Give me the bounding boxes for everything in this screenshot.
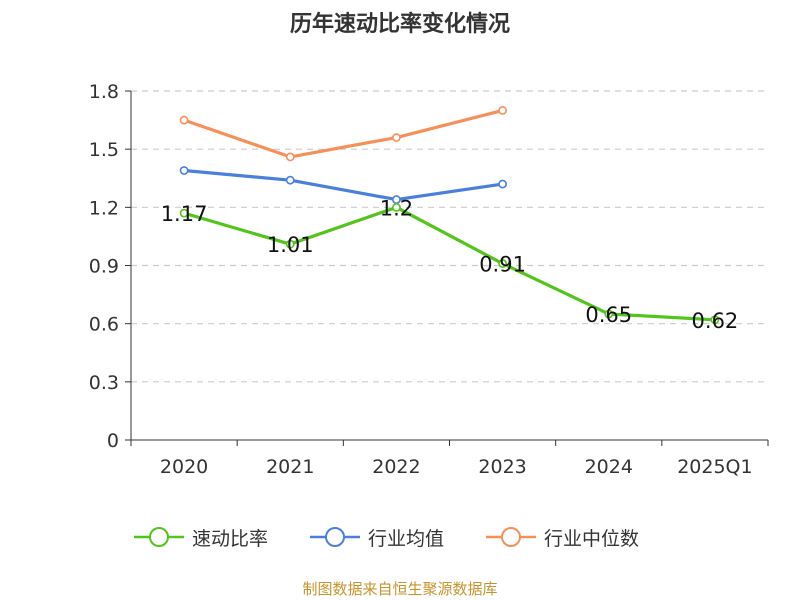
data-point: [498, 105, 507, 115]
legend-label: 行业均值: [368, 527, 445, 550]
data-point: [179, 208, 189, 218]
data-label: 0.91: [479, 253, 526, 277]
series-line: [183, 168, 503, 202]
data-point: [498, 179, 507, 189]
x-tick-label: 2024: [585, 456, 633, 478]
data-label: 1.2: [380, 196, 413, 220]
legend-circle: [501, 527, 521, 547]
legend-circle: [325, 527, 345, 547]
data-point: [179, 115, 189, 125]
data-point: [392, 202, 401, 212]
legend-marker-icon: [310, 527, 360, 547]
data-point: [285, 152, 295, 162]
y-tick-label: 0.3: [89, 372, 119, 394]
data-point: [392, 133, 401, 142]
series-line: [183, 108, 503, 159]
data-point: [498, 259, 507, 268]
legend-label: 行业中位数: [544, 527, 640, 550]
legend-marker-icon: [486, 527, 536, 547]
legend-marker-icon: [134, 527, 184, 547]
y-tick-label: 0.6: [89, 314, 119, 336]
data-label: 0.62: [692, 309, 739, 333]
data-point: [179, 166, 189, 175]
data-label: 1.17: [161, 202, 208, 226]
legend-item[interactable]: 速动比率: [134, 519, 268, 555]
x-tick-label: 2022: [372, 456, 420, 478]
data-point: [285, 175, 295, 185]
y-tick-label: 1.8: [89, 81, 119, 103]
data-label: 0.65: [585, 303, 632, 327]
series-line: [183, 205, 716, 322]
legend-label: 速动比率: [192, 527, 269, 550]
x-tick-label: 2023: [478, 456, 526, 478]
source-note: 制图数据来自恒生聚源数据库: [302, 580, 498, 598]
data-point: [710, 315, 720, 325]
y-tick-label: 0.9: [89, 256, 119, 278]
data-label: 1.01: [267, 233, 314, 257]
y-tick-label: 0: [107, 430, 119, 452]
legend-item[interactable]: 行业均值: [310, 519, 444, 555]
x-tick-label: 2020: [160, 456, 208, 478]
y-tick-label: 1.5: [89, 139, 119, 161]
data-point: [285, 239, 295, 249]
data-point: [604, 309, 614, 319]
x-tick-label: 2021: [266, 456, 314, 478]
legend: 速动比率 行业均值 行业中位数: [0, 519, 800, 555]
x-tick-label: 2025Q1: [677, 456, 752, 478]
y-tick-label: 1.2: [89, 197, 119, 219]
chart-title: 历年速动比率变化情况: [289, 12, 510, 37]
legend-item[interactable]: 行业中位数: [486, 519, 639, 555]
legend-circle: [149, 527, 169, 547]
